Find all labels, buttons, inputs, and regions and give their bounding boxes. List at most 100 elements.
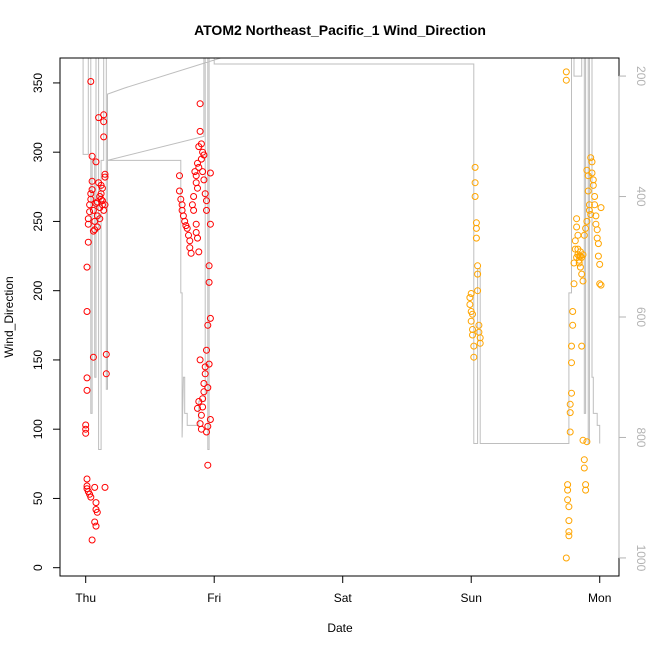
data-point	[82, 425, 90, 433]
data-point	[206, 169, 214, 177]
y2-tick-label: 800	[634, 427, 648, 447]
data-point	[186, 244, 194, 252]
data-point	[475, 321, 483, 329]
data-point	[83, 475, 91, 483]
data-point	[576, 263, 584, 271]
y2-tick-label: 400	[634, 187, 648, 207]
y-tick-label: 250	[31, 211, 45, 231]
data-point	[474, 287, 482, 295]
data-point	[475, 328, 483, 336]
data-point	[195, 398, 203, 405]
data-point	[93, 223, 101, 231]
data-point	[92, 158, 100, 166]
data-point	[593, 226, 601, 234]
data-point	[565, 528, 573, 536]
data-point	[199, 168, 207, 176]
y-tick-label: 350	[31, 73, 45, 93]
data-point	[197, 411, 205, 419]
data-point	[205, 278, 213, 286]
data-point	[594, 252, 602, 260]
data-point	[86, 208, 94, 216]
data-point	[206, 314, 214, 322]
data-point	[565, 503, 573, 511]
data-point	[474, 270, 482, 278]
data-point	[199, 403, 207, 411]
data-point	[476, 339, 484, 347]
y-tick-label: 0	[31, 564, 45, 571]
data-point	[93, 198, 101, 206]
data-point	[200, 388, 208, 396]
data-point	[206, 416, 214, 423]
data-point	[88, 536, 96, 544]
data-point	[580, 231, 588, 239]
data-point	[568, 342, 575, 350]
y-tick-label: 100	[31, 419, 45, 439]
data-point	[471, 193, 479, 200]
data-point	[565, 532, 573, 540]
data-point	[196, 100, 204, 108]
data-point	[566, 428, 574, 436]
data-point	[92, 199, 100, 207]
data-point	[204, 461, 212, 469]
data-point	[96, 215, 104, 223]
data-point	[585, 206, 593, 214]
data-point	[562, 68, 570, 76]
data-point	[201, 370, 209, 378]
data-point	[101, 201, 109, 209]
data-point	[176, 172, 183, 180]
data-point	[186, 237, 194, 245]
data-point	[92, 522, 100, 530]
data-point	[583, 438, 591, 446]
plot-frame	[59, 57, 620, 577]
data-point	[203, 206, 210, 214]
data-point	[84, 215, 92, 223]
y2-tick-label: 1000	[634, 545, 648, 572]
data-point	[89, 353, 97, 361]
data-point	[564, 486, 572, 494]
data-point	[574, 231, 582, 239]
data-point	[578, 270, 586, 278]
data-point	[89, 227, 97, 235]
data-point	[100, 133, 108, 141]
data-point	[88, 177, 96, 185]
y-axis: 0 50 100 150 200 250 300 350	[31, 73, 61, 571]
data-point	[88, 186, 96, 194]
data-point	[474, 262, 482, 270]
data-point	[205, 360, 213, 368]
data-point	[195, 248, 203, 256]
data-point	[579, 251, 587, 259]
data-point	[470, 353, 478, 361]
data-point	[584, 187, 592, 195]
data-point	[82, 421, 90, 429]
data-point	[83, 263, 91, 271]
data-point	[571, 237, 579, 245]
data-point	[583, 217, 591, 225]
data-point	[597, 281, 605, 289]
data-point	[200, 151, 208, 159]
data-point	[181, 217, 189, 225]
data-point	[466, 294, 474, 302]
data-point	[467, 290, 475, 297]
data-point	[570, 259, 578, 267]
data-point	[87, 493, 95, 501]
data-point	[101, 173, 109, 181]
data-point	[190, 206, 198, 214]
y-tick-label: 150	[31, 350, 45, 370]
data-point	[192, 220, 200, 228]
data-point	[93, 508, 101, 516]
data-point	[204, 384, 212, 392]
data-point	[87, 78, 95, 85]
data-point	[469, 310, 476, 318]
data-point	[579, 277, 587, 285]
data-point	[194, 184, 201, 192]
data-point	[203, 346, 210, 354]
data-point	[190, 193, 198, 200]
y-tick-label: 50	[31, 491, 45, 505]
data-point	[200, 380, 208, 387]
data-point	[592, 212, 600, 220]
data-point	[596, 280, 604, 288]
data-point	[573, 215, 581, 223]
data-point	[200, 176, 208, 184]
data-point	[582, 486, 590, 494]
data-point	[565, 517, 573, 525]
